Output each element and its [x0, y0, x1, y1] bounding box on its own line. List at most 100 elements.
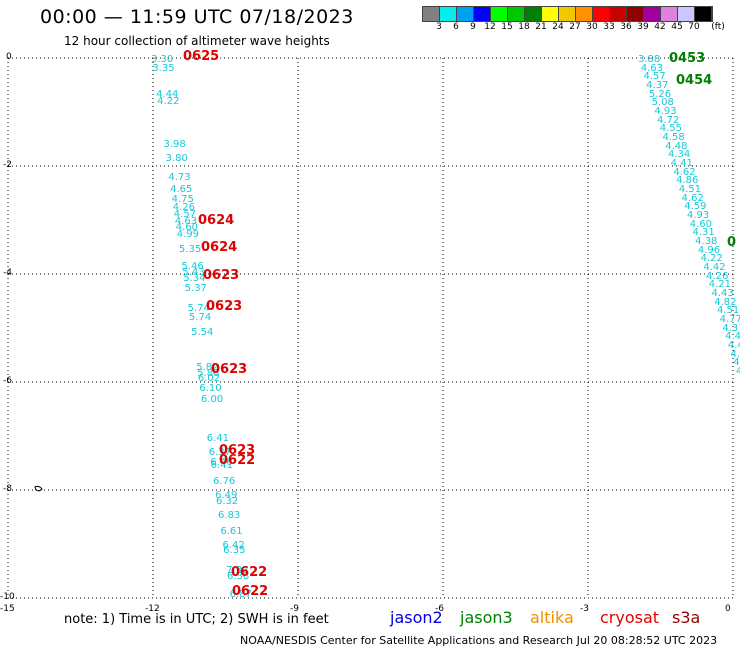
satellite-legend-jason2: jason2 [390, 608, 443, 627]
y-tick-label: -4 [3, 268, 12, 278]
legend-swatch [695, 7, 712, 21]
swh-value: 4.44 [725, 331, 740, 343]
legend-tick-label: 6 [453, 22, 459, 32]
swh-value: 4.37 [646, 80, 669, 91]
footer-note: note: 1) Time is in UTC; 2) SWH is in fe… [64, 612, 329, 627]
swh-value: 6.87 [229, 589, 252, 600]
swh-value: 6.41 [206, 433, 229, 444]
swh-value: 4.59 [684, 201, 707, 213]
swh-value: 4.21 [708, 279, 732, 291]
swh-value: 6.35 [223, 545, 246, 556]
legend-swatch [661, 7, 678, 21]
legend-tick-label: 3 [436, 22, 442, 32]
swh-value: 4.93 [687, 210, 710, 221]
legend-swatch [559, 7, 576, 21]
swh-value: 4.55 [659, 123, 683, 135]
swh-value: 6.46 [210, 457, 233, 468]
swh-value: 7.32 [226, 565, 249, 576]
swh-value: 5.34 [183, 273, 206, 284]
swh-value: 4.58 [662, 132, 685, 143]
graticule [7, 57, 734, 599]
legend-swatch [576, 7, 593, 21]
swh-value: 4.57 [173, 209, 197, 220]
swh-value: 5.37 [184, 283, 207, 294]
swh-value: 4.38 [695, 236, 718, 247]
legend-tick-label: 33 [603, 22, 615, 32]
pass-time-label: 0625 [183, 49, 220, 64]
satellite-legend-s3a: s3a [672, 608, 701, 627]
legend-tick-label: 42 [654, 22, 666, 32]
y-tick-label: 0 [6, 52, 12, 62]
swh-value: 4.75 [171, 194, 194, 205]
legend-tick-label: 15 [501, 22, 513, 32]
x-tick-label: -12 [145, 604, 160, 614]
legend-tick-label: 45 [671, 22, 683, 32]
swh-value: 4.31 [692, 227, 715, 239]
legend-tick-label: 24 [552, 22, 564, 32]
legend-swatch [491, 7, 508, 21]
y-tick-label: -10 [0, 592, 15, 602]
swh-value: 6.41 [210, 460, 233, 471]
swh-value: 3.30 [151, 54, 174, 65]
swh-value: 4.60 [175, 222, 198, 233]
swh-value: 6.61 [220, 526, 243, 537]
swh-value: 6.37 [208, 447, 232, 458]
swh-value: 4.99 [176, 229, 199, 240]
swh-value: 5.43 [182, 267, 205, 278]
swh-value: 3.35 [152, 63, 175, 74]
swh-value: 4.48 [665, 140, 688, 152]
swh-value: 4.51 [716, 305, 740, 317]
swh-value: 5.82 [196, 362, 219, 373]
swh-value: 5.86 [197, 368, 220, 379]
swh-value: 4.77 [719, 314, 740, 325]
swh-value: 4.43 [711, 288, 734, 299]
pass-time-label: 0623 [211, 362, 248, 377]
legend-tick-label: 70 [688, 22, 700, 32]
color-scale-legend [422, 6, 713, 22]
chart-title: 00:00 — 11:59 UTC 07/18/2023 [40, 6, 354, 28]
swh-value: 4.80 [736, 366, 740, 377]
pass-time-label: 0623 [203, 268, 240, 283]
legend-swatch [457, 7, 474, 21]
swh-value: 5.26 [648, 88, 672, 100]
swh-value: 4.34 [667, 149, 691, 161]
swh-value: 3.80 [165, 153, 188, 164]
legend-tick-label: 9 [470, 22, 476, 32]
satellite-legend-altika: altika [530, 608, 574, 627]
swh-value: 3.98 [163, 139, 186, 150]
swh-value: 6.38 [226, 571, 250, 582]
swh-value: 6.42 [222, 540, 245, 551]
pass-time-label: 0622 [219, 453, 256, 468]
swh-value: 5.74 [188, 312, 212, 323]
x-tick-label: -6 [435, 604, 444, 614]
swh-value: 6.10 [199, 383, 222, 394]
pass-time-label: 0623 [219, 443, 256, 458]
legend-swatch [627, 7, 644, 21]
island-outline [34, 485, 43, 492]
swh-value: 6.76 [213, 476, 236, 487]
y-tick-label: -2 [3, 160, 12, 170]
legend-tick-label: 12 [484, 22, 496, 32]
swh-value: 4.26 [172, 202, 196, 213]
legend-swatch [593, 7, 610, 21]
swh-value: 5.74 [187, 303, 210, 314]
swh-value: 4.57 [643, 71, 666, 83]
x-tick-label: -9 [290, 604, 299, 614]
legend-tick-label: 36 [620, 22, 632, 32]
y-tick-label: -8 [3, 484, 12, 494]
legend-unit: (ft) [711, 22, 725, 32]
swh-value: 4.62 [673, 166, 696, 178]
legend-tick-label: 30 [586, 22, 598, 32]
x-tick-label: 0 [725, 604, 731, 614]
x-tick-label: -15 [0, 604, 15, 614]
legend-tick-label: 21 [535, 22, 547, 32]
pass-time-label: 0622 [232, 584, 269, 599]
swh-value: 6.83 [218, 510, 241, 521]
swh-value: 4.43 [727, 340, 740, 351]
swh-value: 4.61 [730, 348, 740, 360]
swh-value: 4.86 [676, 175, 699, 187]
pass-time-label: 0 [727, 235, 737, 250]
legend-swatch [678, 7, 695, 21]
pass-time-label: 0624 [201, 240, 238, 255]
legend-swatch [542, 7, 559, 21]
